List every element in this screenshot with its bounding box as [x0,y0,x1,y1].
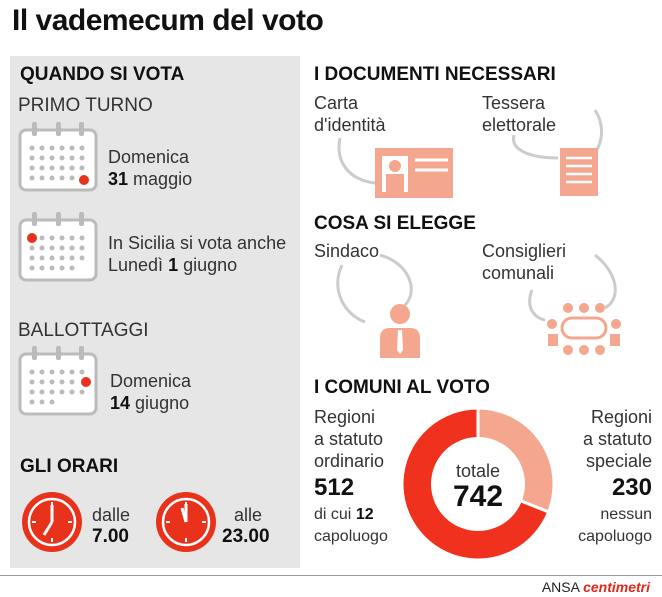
sicily-date: Lunedì 1 giugno [108,254,237,276]
ordinary-note-pre: di cui [314,506,352,523]
runoff-month: giugno [135,393,190,413]
ordinary-line1: Regioni [314,407,376,427]
councillors-line1: Consiglieri [482,241,567,261]
to-label: alle [234,505,263,525]
calendar-icon [18,212,98,282]
clock-icon [22,492,82,552]
special-line3: speciale [585,451,652,471]
date1-text: 31 maggio [108,168,192,190]
id-card-icon [337,137,453,198]
id-card-line1: Carta [314,93,359,113]
sicily-number: 1 [168,255,179,275]
footer-source: ANSA [541,579,580,595]
first-round-label: PRIMO TURNO [18,95,153,116]
total-value: 742 [452,480,504,513]
sicily-day: Lunedì [108,255,164,275]
special-note-line2: capoluogo [578,528,652,545]
runoff-day: Domenica [110,371,192,391]
voter-card-line2: elettorale [482,115,557,135]
special-line2: a statuto [582,429,652,449]
calendar-icon [18,346,98,416]
runoff-label: BALLOTTAGGI [18,320,149,341]
runoff-number: 14 [110,393,131,413]
special-line1: Regioni [590,407,652,427]
donut-chart [400,406,556,562]
ordinary-note-post: capoluogo [314,528,388,545]
municipalities-heading: I COMUNI AL VOTO [314,377,490,398]
voter-card-icon [512,109,604,196]
ordinary-note-num: 12 [355,506,374,523]
documents-heading: I DOCUMENTI NECESSARI [314,64,556,85]
council-table-icon [528,253,621,355]
special-note-line1: nessun [600,506,652,523]
sicily-line1: In Sicilia si vota anche [108,233,287,253]
footer-divider [0,575,662,576]
id-card-line2: d'identità [314,115,386,135]
clock-icon [156,492,216,552]
date1-month: maggio [133,169,193,189]
when-heading: QUANDO SI VOTA [20,64,185,85]
calendar-icon [18,122,98,192]
ordinary-value: 512 [314,474,355,501]
page-title: Il vademecum del voto [12,4,324,37]
ordinary-line3: ordinario [314,451,385,471]
total-label: totale [455,461,501,481]
ordinary-note: di cui 12 [314,504,374,526]
footer-brand: centimetri [583,579,650,595]
councillors-line2: comunali [482,263,555,283]
runoff-date: 14 giugno [110,392,189,414]
ordinary-line2: a statuto [314,429,384,449]
mayor-label: Sindaco [314,241,380,261]
to-time: 23.00 [222,526,270,547]
hours-heading: GLI ORARI [20,456,119,477]
elected-heading: COSA SI ELEGGE [314,213,476,234]
voter-card-line1: Tessera [482,93,546,113]
date1-number: 31 [108,169,129,189]
special-value: 230 [611,474,652,501]
date1-day: Domenica [108,147,190,167]
from-time: 7.00 [92,526,129,547]
sicily-month: giugno [183,255,238,275]
mayor-icon [336,253,420,358]
footer-credit: ANSA centimetri [542,579,650,595]
from-label: dalle [92,505,131,525]
